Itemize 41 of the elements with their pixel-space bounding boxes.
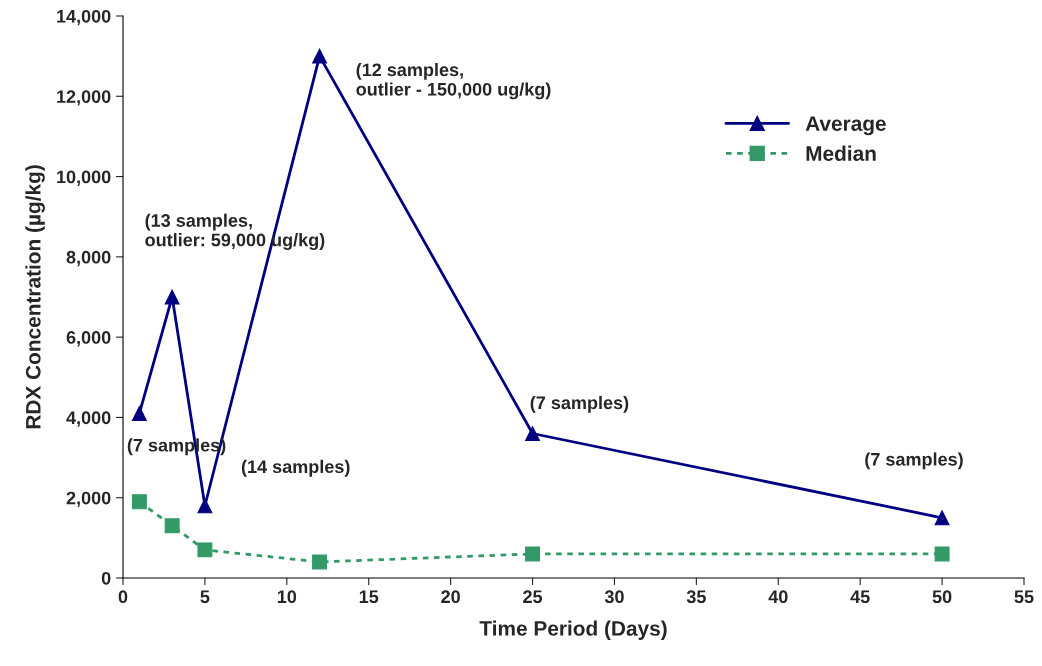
x-tick-label: 15 — [359, 590, 379, 604]
point — [934, 546, 950, 562]
y-tick-label: 6,000 — [66, 331, 111, 347]
y-tick-label: 12,000 — [57, 90, 111, 106]
point — [131, 405, 147, 421]
x-tick-label: 50 — [932, 590, 952, 604]
point — [312, 554, 328, 570]
point — [131, 494, 147, 510]
annotation: (13 samples, outlier: 59,000 ug/kg) — [145, 213, 325, 250]
x-tick-label: 35 — [686, 590, 706, 604]
legend-label: Median — [806, 145, 876, 161]
annotation: (12 samples, outlier - 150,000 ug/kg) — [356, 62, 551, 100]
annotation: (14 samples) — [241, 459, 350, 477]
y-tick-label: 8,000 — [66, 250, 111, 267]
x-tick-label: 20 — [441, 590, 460, 604]
x-tick-label: 5 — [200, 590, 210, 604]
point — [164, 289, 180, 305]
x-tick-label: 45 — [850, 590, 870, 604]
y-tick-label: 0 — [101, 571, 111, 585]
x-axis-title: Time Period (Days) — [479, 620, 667, 640]
x-tick-label: 25 — [523, 590, 543, 604]
x-tick-label: 30 — [604, 590, 624, 604]
y-tick-label: 4,000 — [66, 411, 111, 427]
y-tick-label: 14,000 — [57, 9, 111, 26]
annotation: (7 samples) — [530, 395, 629, 413]
point — [525, 426, 541, 441]
y-tick-label: 2,000 — [66, 491, 111, 508]
x-tick-label: 40 — [768, 590, 788, 604]
point — [312, 48, 328, 64]
annotation: (7 samples) — [865, 452, 963, 470]
point — [164, 518, 180, 534]
point — [525, 546, 541, 562]
point — [197, 542, 213, 558]
legend-label: Average — [805, 116, 886, 136]
x-tick-label: 10 — [277, 590, 297, 604]
y-axis-title: RDX Concentration (µg/kg) — [25, 165, 45, 429]
y-tick-label: 10,000 — [57, 170, 111, 186]
x-tick-label: 55 — [1014, 590, 1034, 604]
point — [197, 498, 213, 514]
point — [934, 510, 950, 526]
x-tick-label: 0 — [118, 590, 128, 604]
